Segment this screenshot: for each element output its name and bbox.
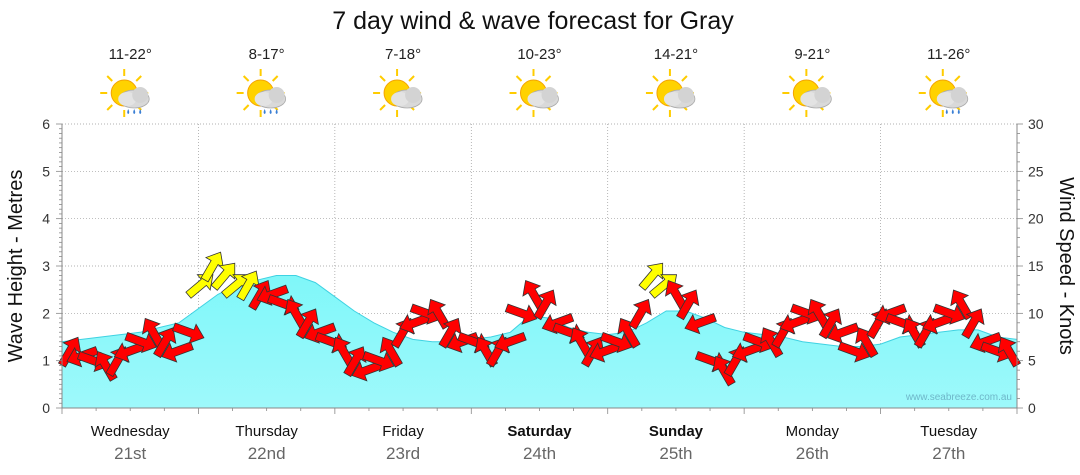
day-name: Friday: [382, 423, 424, 440]
sun-cloud-showers-icon: [99, 68, 151, 118]
temperature-range: 8-17°: [249, 46, 285, 63]
left-tick-label: 5: [42, 163, 50, 179]
wind-arrow: [961, 308, 985, 340]
plot-area: [56, 123, 1023, 414]
wind-arrow: [200, 251, 224, 283]
wind-arrow: [362, 350, 395, 373]
wind-arrow: [494, 331, 527, 354]
temperature-range: 11-26°: [927, 46, 970, 63]
day-name: Wednesday: [91, 423, 170, 440]
day-name: Monday: [786, 423, 840, 440]
wind-arrow: [124, 331, 157, 354]
minor-ticks: [56, 123, 1023, 414]
sun-cloud-icon: [508, 68, 560, 118]
wind-arrow: [171, 322, 205, 344]
day-date: 22nd: [248, 444, 286, 463]
wind-arrow: [153, 327, 177, 359]
day-name: Thursday: [235, 423, 298, 440]
day-date: 24th: [523, 444, 556, 463]
right-tick-label: 25: [1028, 163, 1044, 179]
day-date: 25th: [659, 444, 692, 463]
wind-arrow: [57, 336, 82, 368]
wind-arrow: [379, 336, 403, 368]
wind-arrow: [628, 298, 652, 330]
wind-arrow: [712, 355, 736, 387]
watermark: www.seabreeze.com.au: [905, 392, 1012, 403]
left-tick-label: 4: [42, 211, 50, 227]
wind-arrow: [826, 322, 860, 344]
right-tick-label: 5: [1028, 353, 1036, 369]
sun-cloud-icon: [781, 68, 833, 118]
left-axis-label: Wave Height - Metres: [5, 170, 27, 363]
wind-arrow: [295, 308, 319, 340]
temperature-range: 14-21°: [654, 46, 698, 63]
left-tick-label: 2: [42, 305, 50, 321]
wind-arrow: [161, 341, 194, 363]
right-tick-label: 30: [1028, 116, 1044, 132]
day-date: 26th: [796, 444, 829, 463]
left-tick-label: 6: [42, 116, 50, 132]
day-date: 21st: [114, 444, 146, 463]
wind-arrow: [210, 262, 236, 291]
temperature-range: 7-18°: [385, 46, 421, 63]
sun-cloud-showers-icon: [917, 68, 969, 118]
sun-cloud-showers-icon: [235, 68, 287, 118]
right-tick-label: 10: [1028, 305, 1044, 321]
left-tick-label: 3: [42, 258, 50, 274]
day-name: Tuesday: [920, 423, 977, 440]
left-tick-label: 1: [42, 353, 50, 369]
wind-arrow: [638, 262, 664, 291]
right-tick-label: 15: [1028, 258, 1044, 274]
wind-arrow: [648, 274, 678, 299]
wind-arrow: [599, 331, 633, 354]
wind-arrow: [504, 303, 538, 325]
day-date: 27th: [932, 444, 965, 463]
day-name: Saturday: [507, 423, 572, 440]
wind-arrow: [818, 308, 842, 340]
wind-arrow: [676, 289, 700, 321]
right-tick-label: 0: [1028, 400, 1036, 416]
day-name: Sunday: [649, 423, 704, 440]
wind-arrow: [533, 289, 557, 321]
wind-arrows: [57, 251, 1022, 387]
wind-arrow: [438, 317, 462, 349]
day-date: 23rd: [386, 444, 420, 463]
wind-arrow: [617, 317, 641, 349]
wind-arrow: [932, 303, 966, 325]
wind-arrow: [997, 336, 1022, 368]
temperature-range: 10-23°: [517, 46, 561, 63]
sun-cloud-icon: [644, 68, 696, 118]
right-axis-label: Wind Speed - Knots: [1055, 177, 1077, 355]
wind-arrow: [236, 270, 260, 302]
right-tick-label: 20: [1028, 211, 1044, 227]
wind-arrow: [684, 313, 717, 335]
sun-cloud-icon: [372, 68, 424, 118]
temperature-range: 11-22°: [109, 46, 152, 63]
temperature-range: 9-21°: [794, 46, 830, 63]
wind-arrow: [760, 327, 784, 359]
wind-arrow: [855, 327, 879, 359]
chart-title: 7 day wind & wave forecast for Gray: [332, 7, 734, 35]
left-tick-label: 0: [42, 400, 50, 416]
wind-arrow: [837, 341, 871, 363]
